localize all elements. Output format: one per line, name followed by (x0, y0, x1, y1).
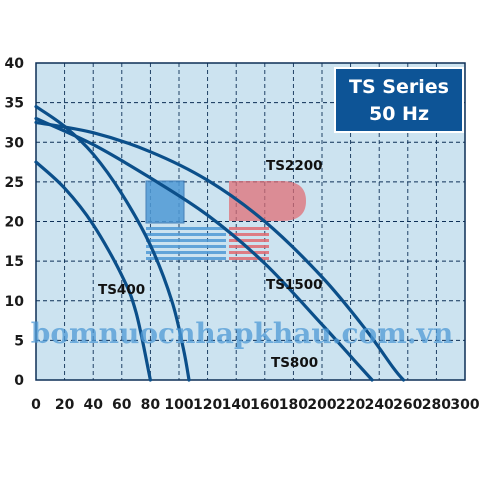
x-tick-label: 200 (307, 397, 336, 413)
series-label-ts1500: TS1500 (266, 277, 323, 293)
series-label-ts800: TS800 (271, 355, 318, 371)
x-tick-label: 60 (112, 397, 132, 413)
x-tick-label: 240 (365, 397, 394, 413)
x-tick-label: 140 (222, 397, 251, 413)
y-tick-label: 5 (14, 333, 24, 349)
title-line-2: 50 Hz (369, 103, 429, 125)
title-line-1: TS Series (349, 76, 449, 98)
series-label-ts400: TS400 (98, 282, 145, 298)
x-tick-label: 300 (450, 397, 479, 413)
x-tick-label: 260 (393, 397, 422, 413)
y-tick-label: 20 (5, 215, 25, 231)
x-tick-label: 0 (31, 397, 41, 413)
x-tick-label: 40 (83, 397, 103, 413)
y-tick-label: 30 (5, 135, 25, 151)
x-tick-label: 100 (164, 397, 193, 413)
y-tick-label: 25 (5, 175, 24, 191)
y-tick-label: 15 (5, 254, 24, 270)
x-tick-label: 120 (193, 397, 222, 413)
x-tick-label: 20 (55, 397, 75, 413)
y-tick-label: 10 (5, 294, 25, 310)
y-tick-label: 0 (14, 373, 24, 389)
curve-ts1500 (34, 116, 374, 382)
curves (34, 105, 406, 382)
curve-ts2200 (34, 120, 406, 382)
x-tick-label: 80 (141, 397, 161, 413)
y-tick-label: 35 (5, 96, 24, 112)
axis-ticks: 0 20 40 60 80 100 120 140 160 180 200 220 240 260 280 3… (5, 56, 480, 413)
brand-logo (145, 180, 306, 260)
title-box: TS Series 50 Hz (334, 67, 464, 133)
curve-ts400 (34, 160, 152, 382)
x-tick-label: 220 (336, 397, 365, 413)
series-labels: TS400 TS800 TS1500 TS2200 (98, 158, 323, 371)
y-tick-label: 40 (5, 56, 25, 72)
series-label-ts2200: TS2200 (266, 158, 323, 174)
x-tick-label: 160 (250, 397, 279, 413)
watermark-text: bomnuocnhapkhau.com.vn (31, 317, 454, 350)
x-tick-label: 180 (279, 397, 308, 413)
x-tick-label: 280 (422, 397, 451, 413)
